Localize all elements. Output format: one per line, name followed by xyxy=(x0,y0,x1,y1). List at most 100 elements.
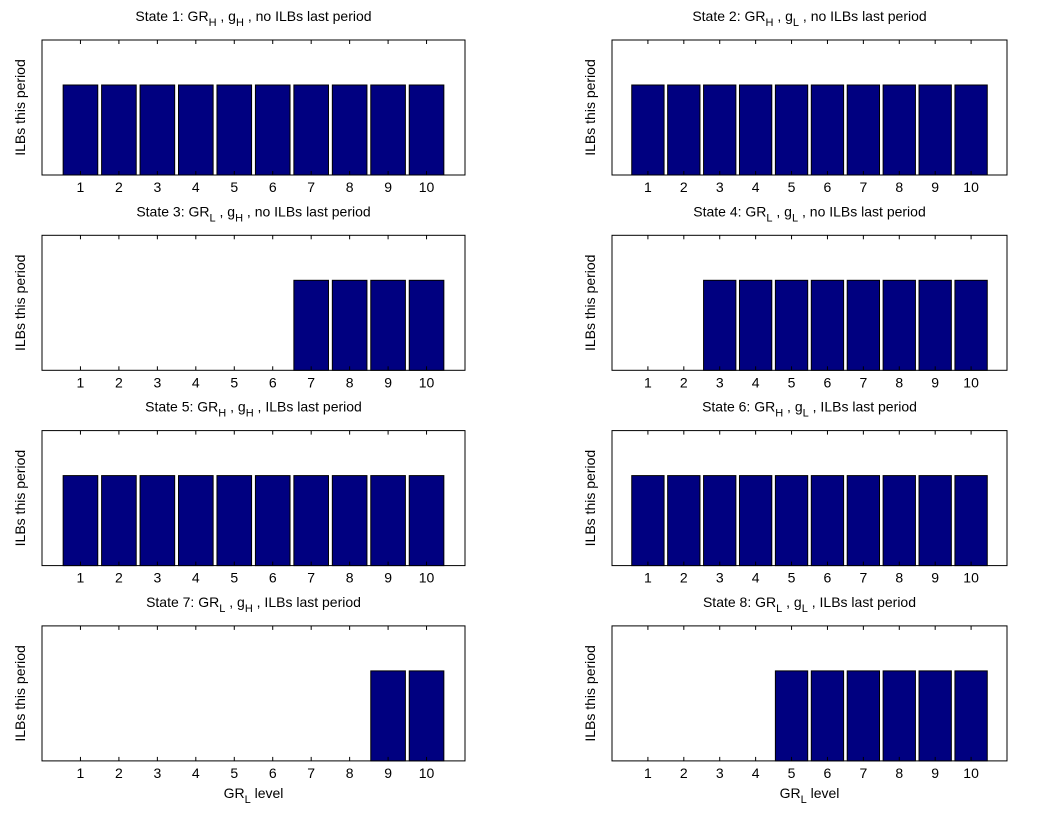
subscript: L xyxy=(802,603,808,615)
subscript: L xyxy=(792,212,798,224)
bar xyxy=(810,475,845,567)
bar xyxy=(882,670,916,762)
text-part: State 3: GR xyxy=(136,203,209,219)
x-tick-label: 5 xyxy=(230,570,238,586)
x-tick-label: 4 xyxy=(752,570,760,586)
x-tick-label: 7 xyxy=(859,765,867,781)
x-tick-label: 8 xyxy=(895,374,903,390)
x-tick-label: 8 xyxy=(895,765,903,781)
x-tick-label: 5 xyxy=(788,765,796,781)
x-tick-label: 4 xyxy=(752,374,760,390)
bar xyxy=(139,84,176,176)
bar xyxy=(810,279,845,371)
x-tick-label: 10 xyxy=(419,570,435,586)
text-part: , g xyxy=(782,594,801,610)
x-tick-label: 7 xyxy=(859,570,867,586)
bar xyxy=(139,475,176,567)
bar xyxy=(101,475,137,567)
subplot-title: State 8: GRL , gL , ILBs last period xyxy=(703,594,916,615)
x-tick-label: 4 xyxy=(192,570,200,586)
x-tick-label: 8 xyxy=(895,570,903,586)
bar xyxy=(774,279,809,371)
text-part: State 5: GR xyxy=(145,399,218,415)
bar xyxy=(370,475,406,567)
bar xyxy=(370,670,406,762)
x-tick-label: 3 xyxy=(153,374,161,390)
x-tick-label: 6 xyxy=(269,765,277,781)
bar xyxy=(810,670,845,762)
x-tick-label: 2 xyxy=(680,374,688,390)
x-tick-label: 2 xyxy=(115,765,123,781)
subscript: L xyxy=(219,603,225,615)
x-tick-label: 2 xyxy=(680,765,688,781)
bar xyxy=(631,84,665,176)
subscript: L xyxy=(766,212,772,224)
x-tick-label: 6 xyxy=(269,570,277,586)
subscript: H xyxy=(246,408,254,420)
x-tick-label: 7 xyxy=(307,765,315,781)
bar xyxy=(667,475,701,567)
x-tick-label: 9 xyxy=(931,179,939,195)
text-part: , g xyxy=(773,8,792,24)
x-tick-label: 4 xyxy=(192,374,200,390)
x-tick-label: 4 xyxy=(752,179,760,195)
x-tick-label: 6 xyxy=(824,179,832,195)
subplot-title: State 3: GRL , gH , no ILBs last period xyxy=(136,203,370,224)
bar xyxy=(918,84,952,176)
text-part: GR xyxy=(224,785,245,801)
x-tick-label: 1 xyxy=(644,179,652,195)
bar xyxy=(954,279,988,371)
bar xyxy=(631,475,665,567)
x-tick-label: 2 xyxy=(115,179,123,195)
bar xyxy=(667,84,701,176)
y-axis-label: ILBs this period xyxy=(582,645,598,742)
x-tick-label: 9 xyxy=(384,570,392,586)
x-tick-label: 2 xyxy=(115,374,123,390)
bar xyxy=(408,670,445,762)
bar xyxy=(370,84,406,176)
bar xyxy=(846,670,881,762)
x-tick-label: 3 xyxy=(716,374,724,390)
subscript: L xyxy=(801,794,807,806)
text-part: , ILBs last period xyxy=(809,399,917,415)
x-tick-label: 2 xyxy=(680,570,688,586)
x-tick-label: 5 xyxy=(230,765,238,781)
text-part: State 7: GR xyxy=(146,594,219,610)
bar xyxy=(703,84,737,176)
x-tick-label: 9 xyxy=(384,765,392,781)
bar xyxy=(954,670,988,762)
text-part: , g xyxy=(773,203,792,219)
text-part: State 4: GR xyxy=(693,203,766,219)
x-tick-label: 1 xyxy=(77,765,85,781)
x-tick-label: 7 xyxy=(859,374,867,390)
x-tick-label: 4 xyxy=(192,765,200,781)
x-tick-label: 3 xyxy=(716,765,724,781)
bar xyxy=(216,84,253,176)
subscript: H xyxy=(765,17,773,29)
text-part: , no ILBs last period xyxy=(244,8,372,24)
bar xyxy=(954,475,988,567)
subplot-title: State 5: GRH , gH , ILBs last period xyxy=(145,399,362,420)
bar xyxy=(293,84,329,176)
bar xyxy=(846,279,881,371)
subplot-title: State 4: GRL , gL , no ILBs last period xyxy=(693,203,926,224)
text-part: , ILBs last period xyxy=(253,594,361,610)
x-tick-label: 3 xyxy=(716,179,724,195)
text-part: State 8: GR xyxy=(703,594,776,610)
bar xyxy=(62,475,99,567)
bar xyxy=(293,279,329,371)
subscript: H xyxy=(218,408,226,420)
x-tick-label: 3 xyxy=(153,765,161,781)
bar xyxy=(293,475,329,567)
x-tick-label: 9 xyxy=(931,765,939,781)
y-axis-label: ILBs this period xyxy=(582,59,598,156)
subscript: L xyxy=(803,408,809,420)
x-tick-label: 8 xyxy=(346,374,354,390)
x-tick-label: 8 xyxy=(895,179,903,195)
subscript: L xyxy=(793,17,799,29)
bar xyxy=(178,84,214,176)
bar xyxy=(774,670,809,762)
text-part: , no ILBs last period xyxy=(243,203,371,219)
subscript: H xyxy=(235,212,243,224)
bar xyxy=(254,475,291,567)
